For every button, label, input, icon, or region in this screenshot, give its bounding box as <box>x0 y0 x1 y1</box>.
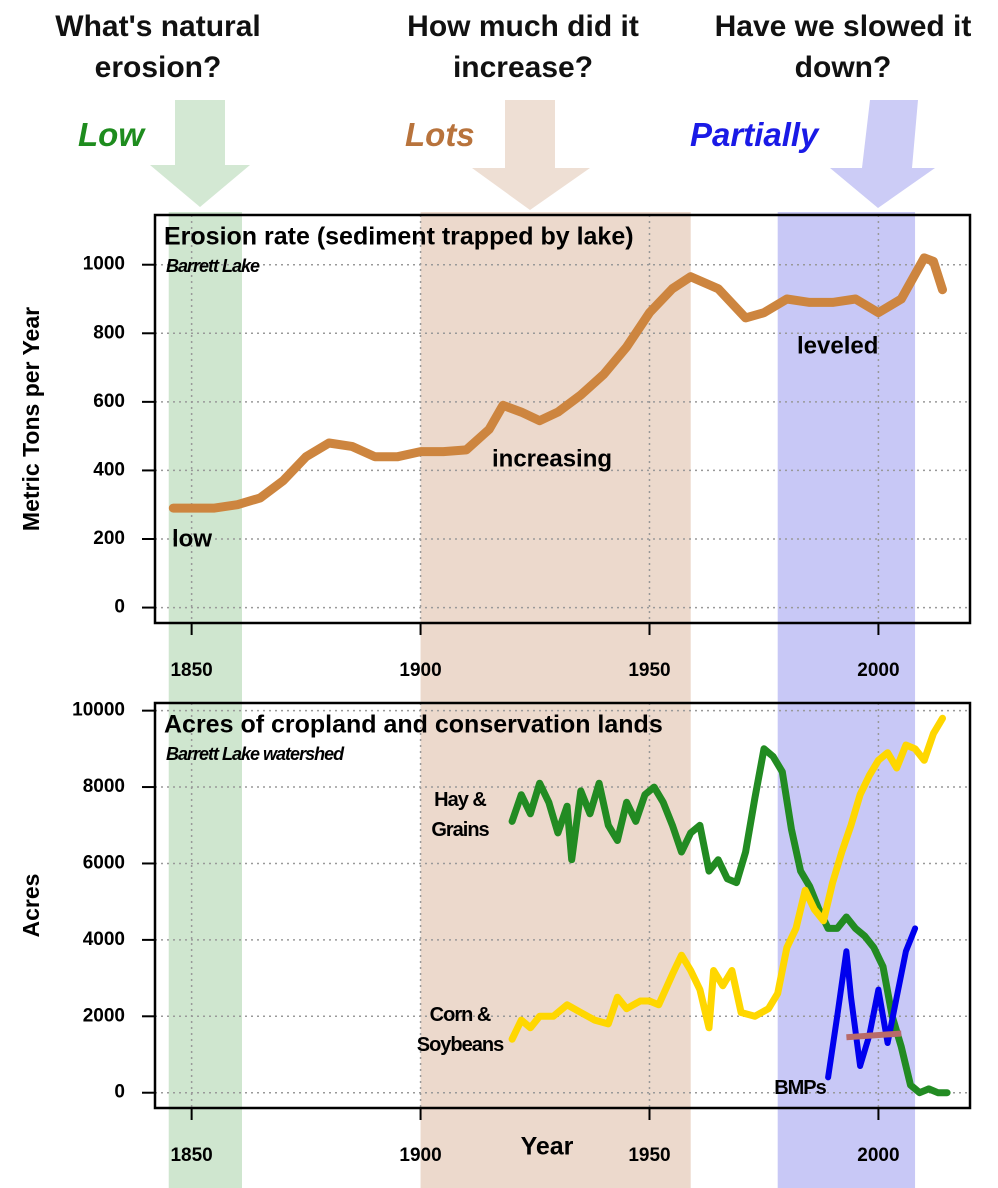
chart-title: Erosion rate (sediment trapped by lake) <box>164 223 634 251</box>
answer: Partially <box>690 116 819 153</box>
series-line <box>508 714 946 1043</box>
answer: Lots <box>405 116 475 153</box>
y-tick-label: 1000 <box>83 254 125 275</box>
series-label: BMPs <box>774 1077 827 1099</box>
series-line <box>846 1030 902 1041</box>
y-tick-label: 10000 <box>72 700 125 721</box>
y-tick-label: 0 <box>114 597 125 618</box>
y-tick-label: 6000 <box>83 852 125 873</box>
annotation: low <box>172 525 212 552</box>
y-axis-label: Metric Tons per Year <box>18 307 44 531</box>
band <box>420 212 691 1188</box>
y-axis-label: Acres <box>18 874 44 938</box>
y-tick-label: 4000 <box>83 929 125 950</box>
arrow <box>150 100 250 207</box>
x-tick-label: 1850 <box>170 660 212 681</box>
series-label: Corn & Soybeans <box>416 1004 504 1056</box>
y-tick-label: 600 <box>93 391 125 412</box>
answer: Low <box>78 116 144 153</box>
x-tick-label: 2000 <box>857 660 899 681</box>
y-tick-label: 2000 <box>83 1005 125 1026</box>
y-tick-label: 400 <box>93 459 125 480</box>
annotation: increasing <box>492 445 612 472</box>
arrow <box>830 100 935 208</box>
series-line <box>168 253 947 513</box>
x-tick-label: 1950 <box>628 1145 670 1166</box>
series-line <box>508 745 951 1097</box>
x-tick-label: 2000 <box>857 1145 899 1166</box>
band <box>168 212 242 1188</box>
x-tick-label: 1900 <box>399 1145 441 1166</box>
bands <box>168 212 916 1188</box>
question: What's natural erosion? <box>55 10 261 84</box>
plot-frame <box>153 701 972 1110</box>
chart-subtitle: Barrett Lake watershed <box>166 744 345 764</box>
y-tick-label: 0 <box>114 1082 125 1103</box>
x-tick-label: 1850 <box>170 1145 212 1166</box>
chart-subtitle: Barrett Lake <box>166 256 260 276</box>
question: Have we slowed it down? <box>714 10 972 84</box>
x-tick-label: 1950 <box>628 660 670 681</box>
y-tick-label: 800 <box>93 322 125 343</box>
y-tick-label: 200 <box>93 528 125 549</box>
chart-title: Acres of cropland and conservation lands <box>164 711 663 739</box>
plot-frame <box>153 213 972 625</box>
y-tick-label: 8000 <box>83 776 125 797</box>
question: How much did it increase? <box>407 10 639 84</box>
arrow <box>472 100 590 210</box>
x-tick-label: 1900 <box>399 660 441 681</box>
annotation: leveled <box>797 332 878 359</box>
x-axis-label: Year <box>521 1133 574 1161</box>
series-label: Hay & Grains <box>431 789 489 841</box>
